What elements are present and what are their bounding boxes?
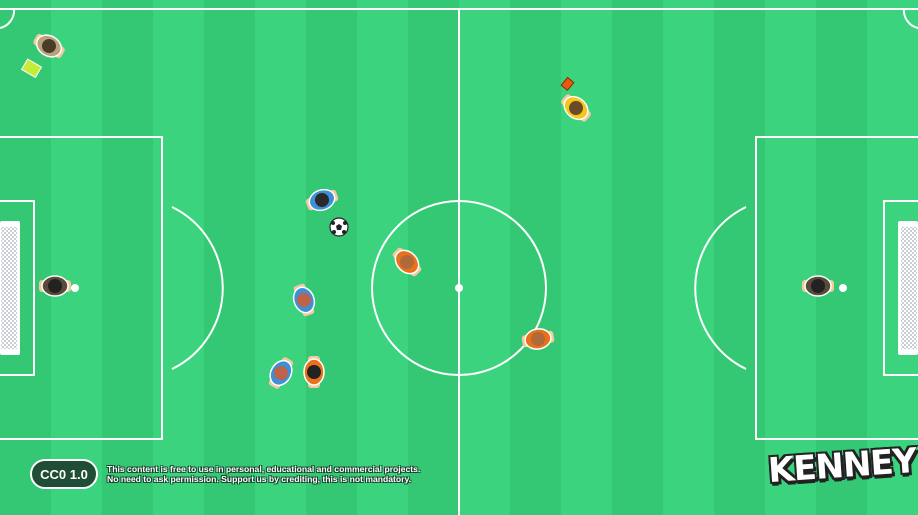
penalty-spot-left	[71, 284, 79, 292]
corner-arc-left	[0, 8, 16, 29]
blue-player-1[interactable]	[304, 185, 341, 215]
goal-area-right	[883, 200, 918, 376]
penalty-box-right	[755, 136, 918, 440]
field-lines	[0, 8, 918, 515]
penalty-box-left	[0, 136, 163, 440]
orange-player-3[interactable]	[303, 356, 325, 388]
grass-stripe	[714, 0, 765, 515]
grass-stripe	[306, 0, 357, 515]
grass-stripe	[204, 0, 255, 515]
blue-player-2[interactable]	[289, 282, 319, 319]
grass-stripe	[510, 0, 561, 515]
soccer-ball-icon[interactable]	[329, 217, 349, 237]
card-icon	[560, 76, 575, 92]
goal-area-left	[0, 200, 35, 376]
goalkeeper-right[interactable]	[802, 275, 834, 297]
license-badge[interactable]: CC0 1.0	[30, 459, 98, 489]
goalkeeper-left[interactable]	[39, 275, 71, 297]
license-notice-line-1: This content is free to use in personal,…	[107, 464, 421, 474]
linesman[interactable]	[18, 29, 68, 83]
orange-player-2[interactable]	[521, 326, 556, 351]
flag-icon	[20, 58, 43, 79]
center-circle	[371, 200, 547, 376]
orange-player-1[interactable]	[389, 244, 426, 281]
grass-stripe	[816, 0, 867, 515]
penalty-spot-right	[839, 284, 847, 292]
license-notice-line-2: No need to ask permission. Support us by…	[107, 474, 412, 484]
grass-stripe	[612, 0, 663, 515]
goal-net-right	[901, 227, 917, 349]
grass-stripe	[102, 0, 153, 515]
license-notice: This content is free to use in personal,…	[107, 464, 420, 484]
referee[interactable]	[550, 76, 600, 125]
penalty-arc-left	[171, 206, 224, 370]
center-spot	[455, 284, 463, 292]
goal-net-left	[1, 227, 17, 349]
blue-player-3[interactable]	[264, 354, 297, 392]
license-footer: CC0 1.0 This content is free to use in p…	[30, 459, 420, 489]
corner-arc-right	[902, 8, 918, 29]
penalty-arc-right	[694, 206, 747, 370]
players	[18, 29, 834, 392]
